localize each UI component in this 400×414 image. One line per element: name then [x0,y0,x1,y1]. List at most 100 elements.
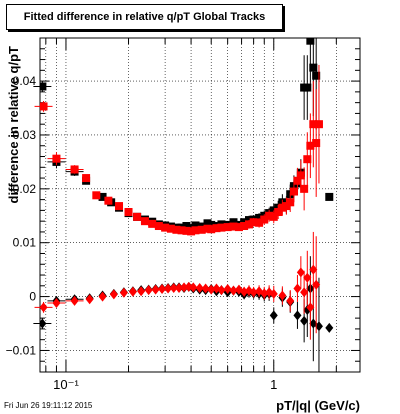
x-tick-label: 10⁻¹ [53,377,79,392]
data-point-square [191,226,200,235]
data-point-square [325,192,334,201]
data-point-square [191,221,200,230]
data-point-square [223,223,232,232]
data-point-diamond [98,291,107,302]
data-point-diamond [158,284,167,295]
data-point-diamond [52,298,61,309]
data-point-square [182,222,191,231]
data-point-square [92,191,101,200]
data-point-square [269,212,278,221]
data-point-diamond [169,282,178,293]
data-point-square [104,196,113,205]
data-point-square [124,208,133,217]
data-point-square [177,226,186,235]
data-point-diamond [300,287,309,298]
chart-title: Fitted difference in relative q/pT Globa… [23,11,266,23]
data-point-square [306,38,315,45]
data-point-square [249,218,258,227]
data-point-square [306,141,315,150]
data-point-diamond [85,294,94,305]
data-point-diamond [278,290,287,301]
data-point-diamond [40,302,48,313]
data-point-diamond [269,310,278,321]
data-point-square [197,225,206,234]
data-point-square [207,225,216,234]
data-point-diamond [217,285,226,296]
data-point-square [148,219,157,228]
data-point-diamond [300,315,309,326]
data-point-square [229,222,238,231]
data-point-square [166,224,175,233]
y-tick-label: −0.01 [6,343,37,357]
data-point-square [278,203,287,212]
data-point-square [212,224,221,233]
data-point-diamond [40,318,47,329]
data-point-diamond [293,283,302,294]
title-box: Fitted difference in relative q/pT Globa… [6,4,283,30]
data-point-square [115,202,124,211]
y-tick-label: 0 [29,290,36,304]
data-point-square [312,71,321,80]
data-point-square [293,176,302,185]
data-point-square [300,184,309,193]
data-point-diamond [314,321,323,332]
data-point-square [260,215,269,224]
data-point-square [309,63,318,72]
data-point-square [286,198,295,207]
data-point-diamond [296,267,305,278]
data-point-diamond [306,302,315,313]
data-point-square [296,171,305,180]
data-point-diamond [195,282,204,293]
data-point-square [312,139,321,148]
data-point-square [274,208,283,217]
data-point-square [172,225,181,234]
x-axis-label: pT/|q| (GeV/c) [276,398,360,413]
data-point-diamond [293,310,302,321]
data-point-square [140,217,149,226]
y-tick-label: 0.03 [13,128,37,142]
y-tick-label: 0.04 [13,74,37,88]
data-point-diamond [109,289,118,300]
data-point-square [187,227,196,236]
data-point-square [265,211,274,220]
data-point-diamond [229,285,238,296]
data-point-diamond [309,264,318,275]
data-point-diamond [128,286,137,297]
y-tick-label: 0.01 [13,236,37,250]
data-point-square [314,120,323,129]
data-point-diamond [137,286,146,297]
data-point-square [98,192,107,201]
data-point-diamond [312,279,321,290]
data-point-square [70,165,79,174]
data-point-square [234,223,243,232]
data-point-square [229,218,238,227]
y-tick-label: 0.02 [13,182,37,196]
x-tick-label: 1 [270,377,277,392]
data-point-square [217,223,226,232]
plot-frame [39,37,361,373]
data-point-square [161,223,170,232]
y-axis-label: difference in relative q/pT [6,46,21,204]
data-point-diamond [260,288,269,299]
data-point-diamond [144,285,153,296]
data-point-diamond [303,272,312,283]
data-point-diamond [240,286,249,297]
data-point-square [82,174,91,183]
data-point-square [52,154,61,163]
data-point-diamond [249,287,258,298]
data-point-diamond [201,283,210,294]
data-point-square [154,222,163,231]
data-point-diamond [189,282,198,293]
data-point-diamond [223,284,232,295]
data-point-square [309,120,318,129]
data-point-diamond [70,295,79,306]
data-point-diamond [164,283,173,294]
data-point-diamond [180,282,189,293]
data-point-diamond [184,281,193,292]
data-point-square [40,82,47,91]
data-point-square [40,102,48,111]
data-point-square [244,220,253,229]
data-point-square [182,226,191,235]
data-point-diamond [269,288,278,299]
